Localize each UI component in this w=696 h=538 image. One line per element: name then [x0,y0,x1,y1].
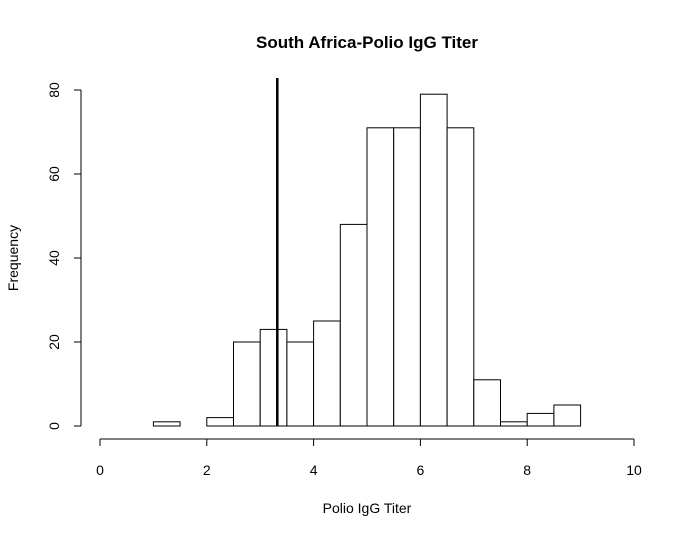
histogram-bar [339,223,368,427]
histogram-bars [152,93,582,427]
x-tick-label: 10 [626,462,642,478]
histogram-bar [259,328,288,427]
x-tick-label: 0 [96,462,104,478]
histogram-bar [313,320,341,427]
histogram-bar [233,341,261,427]
chart-title: South Africa-Polio IgG Titer [256,33,478,52]
x-tick-label: 4 [310,462,318,478]
x-axis: 0 2 4 6 8 10 [96,438,642,478]
histogram-bar [446,127,475,427]
x-tick-label: 8 [523,462,531,478]
histogram-bar [419,93,448,427]
y-axis-label: Frequency [5,225,21,291]
histogram-bar [553,404,582,427]
histogram-bar [526,412,555,427]
y-tick-label: 0 [46,422,62,430]
y-tick-label: 40 [46,250,62,266]
histogram-bar [473,379,501,427]
histogram-bar [206,417,235,427]
histogram-bar [500,421,528,427]
y-tick-label: 80 [46,82,62,98]
histogram-bar [366,127,395,427]
x-tick-label: 2 [203,462,211,478]
y-axis: 0 20 40 60 80 [46,82,82,430]
histogram-bar [152,421,181,427]
x-axis-label: Polio IgG Titer [323,500,412,516]
y-tick-label: 60 [46,166,62,182]
histogram-bar [393,127,421,427]
y-tick-label: 20 [46,334,62,350]
histogram-bar [286,341,315,427]
x-tick-label: 6 [417,462,425,478]
